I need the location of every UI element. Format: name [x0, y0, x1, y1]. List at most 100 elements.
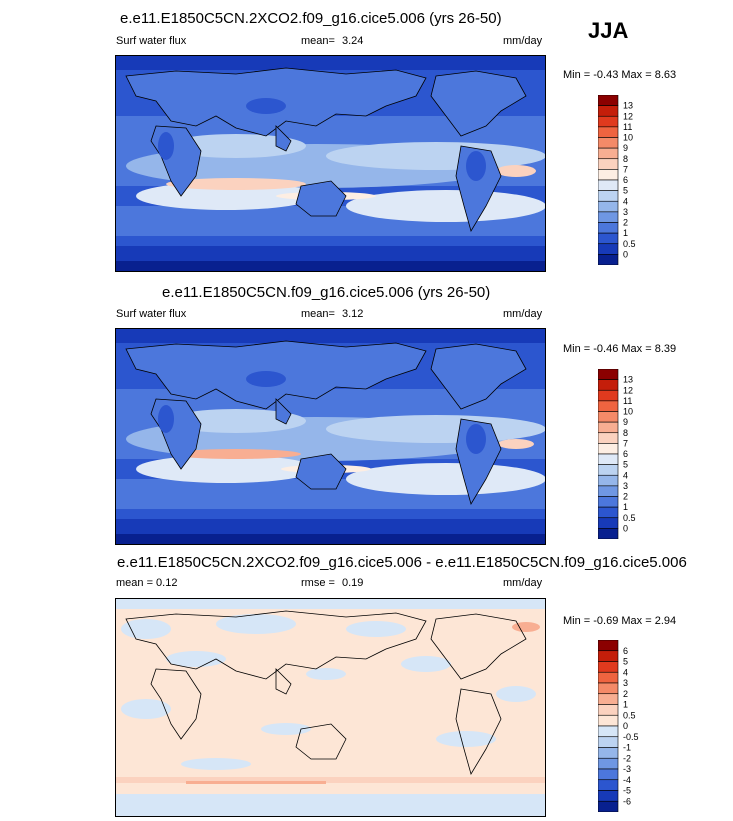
min-max-label: Min = -0.69 Max = 2.94 — [563, 615, 677, 627]
colorbar-tick-label: -0.5 — [623, 732, 639, 742]
precip-map — [115, 55, 546, 272]
colorbar-swatch — [598, 254, 619, 265]
colorbar-swatch — [598, 517, 619, 529]
mean-value: 3.12 — [342, 308, 364, 320]
colorbar-tick-label: 3 — [623, 207, 628, 217]
colorbar-tick-label: 11 — [623, 122, 632, 132]
colorbar-swatch — [598, 464, 619, 476]
colorbar-swatch — [598, 757, 619, 770]
colorbar-tick-label: 0.5 — [623, 513, 636, 523]
mean-label: mean = 0.12 — [116, 577, 178, 589]
mean-label: mean= — [301, 35, 335, 47]
colorbar-swatch — [598, 671, 619, 684]
colorbar-swatch — [598, 800, 619, 812]
units-label: mm/day — [503, 35, 543, 47]
colorbar-swatch — [598, 400, 619, 412]
colorbar-swatch — [598, 158, 619, 170]
panel-title: e.e11.E1850C5CN.2XCO2.f09_g16.cice5.006 … — [117, 554, 687, 571]
colorbar-swatch — [598, 147, 619, 160]
colorbar-tick-label: 8 — [623, 154, 628, 164]
colorbar-swatch — [598, 474, 619, 487]
colorbar-swatch — [598, 725, 619, 738]
min-max-label: Min = -0.46 Max = 8.39 — [563, 343, 677, 355]
colorbar-swatch — [598, 95, 619, 106]
colorbar-tick-label: 1 — [623, 502, 628, 512]
colorbar-swatch — [598, 190, 619, 202]
colorbar-tick-label: 4 — [623, 667, 628, 677]
colorbar-tick-label: -1 — [623, 743, 631, 753]
colorbar-tick-label: 4 — [623, 470, 628, 480]
colorbar-swatch — [598, 496, 619, 508]
colorbar-swatch — [598, 137, 619, 149]
colorbar-tick-label: 11 — [623, 396, 632, 406]
colorbar-swatch — [598, 169, 619, 181]
colorbar-swatch — [598, 640, 619, 652]
colorbar-tick-label: 3 — [623, 481, 628, 491]
units-label: mm/day — [503, 577, 543, 589]
colorbar-swatch — [598, 693, 619, 705]
colorbar-tick-label: 12 — [623, 111, 633, 121]
colorbar-tick-label: 1 — [623, 228, 628, 238]
colorbar-swatch — [598, 232, 619, 245]
colorbar-swatch — [598, 790, 619, 802]
colorbar-swatch — [598, 453, 619, 465]
colorbar-tick-label: 3 — [623, 678, 628, 688]
colorbar-swatch — [598, 506, 619, 519]
colorbar-tick-label: 7 — [623, 164, 628, 174]
colorbar-tick-label: 9 — [623, 417, 628, 427]
colorbar-tick-label: 2 — [623, 218, 628, 228]
difference-map — [115, 598, 546, 817]
colorbar-swatch — [598, 243, 619, 255]
season-label: JJA — [588, 18, 629, 43]
colorbar-tick-label: 1 — [623, 700, 628, 710]
variable-label: Surf water flux — [116, 308, 187, 320]
colorbar-tick-label: 13 — [623, 101, 633, 111]
colorbar-swatch — [598, 421, 619, 434]
rmse-value: 0.19 — [342, 577, 364, 589]
colorbar-swatch — [598, 704, 619, 716]
colorbar-swatch — [598, 682, 619, 695]
colorbar-tick-label: 13 — [623, 375, 633, 385]
colorbar-swatch — [598, 779, 619, 791]
colorbar-tick-label: 4 — [623, 196, 628, 206]
colorbar-swatch — [598, 768, 619, 781]
precip-map — [115, 328, 546, 545]
colorbar-tick-label: -5 — [623, 786, 631, 796]
colorbar-tick-label: 0 — [623, 249, 628, 259]
colorbar-swatch — [598, 126, 619, 138]
panel-title: e.e11.E1850C5CN.2XCO2.f09_g16.cice5.006 … — [120, 10, 502, 27]
colorbar-tick-label: 5 — [623, 186, 628, 196]
colorbar-tick-label: -6 — [623, 796, 631, 806]
colorbar-tick-label: 8 — [623, 428, 628, 438]
colorbar-swatch — [598, 650, 619, 662]
colorbar-tick-label: 0 — [623, 523, 628, 533]
panel-title: e.e11.E1850C5CN.f09_g16.cice5.006 (yrs 2… — [162, 284, 491, 301]
colorbar-swatch — [598, 411, 619, 423]
colorbar-tick-label: -4 — [623, 775, 631, 785]
colorbar-swatch — [598, 661, 619, 673]
colorbar-swatch — [598, 747, 619, 759]
colorbar-tick-label: 12 — [623, 385, 633, 395]
colorbar-tick-label: 0.5 — [623, 710, 636, 720]
colorbar-swatch — [598, 211, 619, 223]
colorbar-tick-label: 9 — [623, 143, 628, 153]
colorbar-tick-label: 2 — [623, 492, 628, 502]
colorbar-tick-label: 10 — [623, 133, 633, 143]
colorbar-tick-label: 10 — [623, 407, 633, 417]
colorbar-swatch — [598, 443, 619, 455]
colorbar-swatch — [598, 179, 619, 191]
colorbar-tick-label: 5 — [623, 657, 628, 667]
colorbar-tick-label: 6 — [623, 646, 628, 656]
colorbar-tick-label: 2 — [623, 689, 628, 699]
colorbar-swatch — [598, 200, 619, 213]
colorbar-swatch — [598, 714, 619, 727]
colorbar-swatch — [598, 389, 619, 402]
colorbar-swatch — [598, 222, 619, 234]
colorbar-swatch — [598, 736, 619, 748]
colorbar-swatch — [598, 485, 619, 497]
colorbar-tick-label: 0 — [623, 721, 628, 731]
colorbar-tick-label: 5 — [623, 460, 628, 470]
